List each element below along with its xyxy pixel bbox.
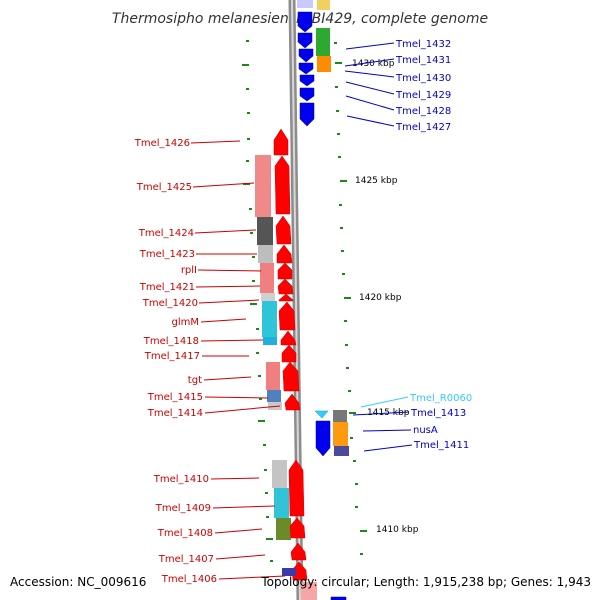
gene-arrow-reverse xyxy=(297,32,313,49)
cog-strip-reverse xyxy=(282,0,349,576)
gene-label-left: Tmel_1410 xyxy=(153,474,209,485)
reverse-genes xyxy=(297,0,347,600)
left-gene-labels: Tmel_1426 Tmel_1425 Tmel_1424 Tmel_1423 … xyxy=(134,138,286,585)
gene-label-left: Tmel_1421 xyxy=(139,282,195,293)
gene-label-left: tgt xyxy=(188,375,202,386)
gene-arrow-forward xyxy=(280,330,297,346)
gene-arrow-reverse xyxy=(297,11,313,33)
gene-arrow-reverse xyxy=(299,102,315,127)
gene-label-left: Tmel_1420 xyxy=(142,298,198,309)
gene-arrow-reverse xyxy=(315,420,331,457)
gene-label-right: Tmel_1411 xyxy=(413,440,469,451)
gene-label-left: Tmel_1418 xyxy=(143,336,199,347)
gene-arrow-reverse xyxy=(299,87,315,102)
accession-text: Accession: NC_009616 xyxy=(10,575,146,589)
gene-arrow-forward xyxy=(282,361,300,392)
scale-label: 1430 kbp xyxy=(352,59,395,69)
gene-arrow-forward xyxy=(273,128,289,156)
gene-label-left: Tmel_1415 xyxy=(147,392,203,403)
scale-label: 1420 kbp xyxy=(359,293,402,303)
genome-summary-text: Topology: circular; Length: 1,915,238 bp… xyxy=(260,575,591,589)
gene-arrow-reverse xyxy=(299,74,315,87)
gene-label-left: Tmel_1423 xyxy=(139,249,195,260)
gene-arrow-reverse xyxy=(330,596,347,600)
right-gene-labels: Tmel_1432 Tmel_1431 Tmel_1430 Tmel_1429 … xyxy=(344,39,472,452)
gene-label-right: Tmel_1428 xyxy=(395,106,451,117)
gene-label-left: Tmel_1414 xyxy=(147,408,203,419)
gene-label-right: Tmel_1432 xyxy=(395,39,451,50)
gene-arrow-forward xyxy=(278,301,296,331)
gene-arrow-forward xyxy=(277,278,294,295)
scale-label: 1425 kbp xyxy=(355,176,398,186)
scale-label: 1410 kbp xyxy=(376,525,419,535)
gene-arrow-forward xyxy=(278,293,294,302)
gene-label-right: Tmel_R0060 xyxy=(409,393,472,404)
gene-arrow-forward xyxy=(276,244,293,264)
gene-arrow-forward xyxy=(277,262,293,280)
gene-label-left: Tmel_1409 xyxy=(155,503,211,514)
gene-label-left: Tmel_1406 xyxy=(161,574,217,585)
gene-label-left: Tmel_1426 xyxy=(134,138,190,149)
gene-label-right: Tmel_1431 xyxy=(395,55,451,66)
gene-label-left: Tmel_1424 xyxy=(138,228,194,239)
forward-genes xyxy=(273,128,317,600)
gene-label-left: rplI xyxy=(181,265,197,276)
gene-arrow-forward xyxy=(275,215,292,245)
gene-label-left: Tmel_1417 xyxy=(144,351,200,362)
gene-arrow-forward xyxy=(290,542,307,561)
gene-arrow-forward xyxy=(288,459,305,517)
gene-label-right: nusA xyxy=(413,425,438,436)
gene-arrow-reverse xyxy=(298,62,314,75)
scale-ticks xyxy=(242,40,367,562)
gene-label-right: Tmel_1427 xyxy=(395,122,451,133)
gene-label-left: Tmel_1425 xyxy=(136,182,192,193)
cog-strip-forward xyxy=(255,155,291,540)
gene-arrow-forward xyxy=(274,155,291,215)
gene-arrow-forward xyxy=(284,393,301,411)
gene-label-right: Tmel_1430 xyxy=(395,73,451,84)
gene-label-left: Tmel_1407 xyxy=(158,554,214,565)
gene-arrow-reverse xyxy=(298,48,314,63)
gene-arrow-forward xyxy=(281,344,297,363)
gene-label-left: glmM xyxy=(172,317,200,328)
gene-arrow-reverse xyxy=(314,410,329,419)
gene-label-right: Tmel_1429 xyxy=(395,90,451,101)
gene-label-right: Tmel_1413 xyxy=(410,408,466,419)
gene-label-left: Tmel_1408 xyxy=(157,528,213,539)
gene-arrow-forward xyxy=(289,517,306,539)
